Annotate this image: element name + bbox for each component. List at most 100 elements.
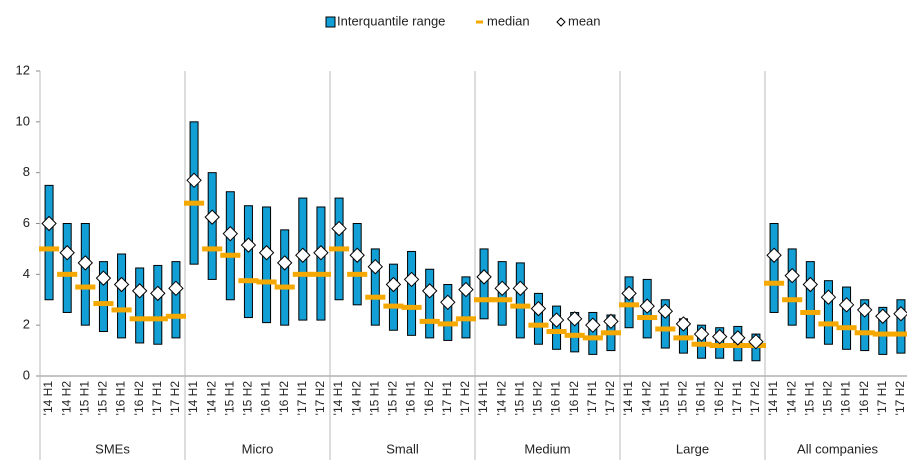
x-tick-label: '17 H1	[295, 381, 309, 416]
mean-mark	[711, 328, 728, 345]
mean-mark	[240, 237, 257, 253]
mean-mark	[440, 294, 456, 310]
range-bar	[171, 261, 181, 339]
x-tick-label: '14 H1	[476, 381, 490, 416]
median-mark	[800, 309, 821, 315]
x-tick-label: '15 H2	[821, 381, 835, 416]
x-tick-label: '14 H1	[766, 381, 780, 416]
mean-mark	[186, 172, 202, 188]
x-tick-label: '16 H1	[114, 381, 128, 416]
median-mark	[75, 284, 96, 290]
median-mark	[238, 278, 259, 284]
median-mark	[292, 271, 313, 277]
median-mark	[184, 200, 205, 206]
mean-mark	[784, 267, 800, 284]
mean-mark	[548, 312, 565, 328]
x-tick-label: '15 H1	[222, 381, 236, 416]
range-bar	[787, 248, 797, 326]
median-mark	[437, 321, 458, 327]
median-mark	[220, 252, 241, 258]
group-label: Micro	[242, 441, 274, 456]
y-tick-label: 10	[16, 113, 30, 128]
range-bar	[425, 268, 435, 339]
median-mark	[274, 284, 295, 290]
median-mark	[619, 302, 640, 308]
legend-label: mean	[568, 13, 601, 28]
mean-mark	[657, 303, 674, 319]
range-bar	[153, 264, 163, 345]
x-tick-label: '14 H2	[349, 381, 363, 416]
range-bar	[461, 276, 471, 339]
median-mark	[383, 303, 404, 309]
legend-swatch	[556, 17, 566, 27]
median-mark	[57, 271, 78, 277]
median-mark	[691, 341, 712, 347]
median-mark	[637, 315, 658, 321]
mean-mark	[621, 285, 637, 302]
median-mark	[39, 246, 60, 252]
mean-mark	[95, 270, 112, 286]
range-bar	[352, 223, 362, 306]
x-tick-label: '16 H1	[404, 381, 418, 416]
median-mark	[872, 331, 893, 337]
x-tick-label: '16 H2	[422, 381, 436, 416]
mean-mark	[204, 209, 220, 225]
median-mark	[329, 246, 350, 252]
mean-mark	[512, 280, 529, 297]
x-tick-label: '15 H2	[241, 381, 255, 416]
median-mark	[111, 307, 132, 313]
median-mark	[673, 335, 694, 341]
mean-mark	[838, 297, 855, 313]
mean-mark	[150, 285, 166, 302]
x-tick-label: '14 H2	[784, 381, 798, 416]
range-bar	[62, 223, 72, 313]
median-mark	[147, 316, 168, 322]
range-bar	[98, 261, 108, 333]
median-mark	[419, 318, 440, 324]
x-tick-label: '15 H2	[386, 381, 400, 416]
x-tick-label: '17 H1	[150, 381, 164, 416]
median-mark	[347, 271, 368, 277]
y-tick-label: 2	[23, 317, 30, 332]
median-mark	[546, 329, 567, 335]
mean-mark	[893, 306, 907, 322]
median-mark	[564, 332, 585, 338]
range-bar	[225, 191, 235, 301]
median-mark	[310, 271, 331, 277]
mean-mark	[639, 298, 655, 314]
mean-mark	[875, 308, 891, 324]
mean-mark	[41, 215, 57, 232]
x-tick-label: '16 H2	[712, 381, 726, 416]
median-mark	[492, 297, 513, 303]
range-bar	[262, 206, 272, 324]
range-bar	[388, 263, 398, 331]
mean-mark	[585, 317, 601, 333]
median-mark	[528, 322, 549, 328]
x-tick-label: '16 H1	[259, 381, 273, 416]
x-tick-label: '14 H2	[494, 381, 508, 416]
mean-mark	[748, 333, 764, 350]
range-bar	[533, 292, 543, 345]
group-label: All companies	[797, 441, 878, 456]
x-tick-label: '17 H2	[748, 381, 762, 416]
x-tick-label: '14 H2	[204, 381, 218, 416]
mean-mark	[349, 247, 365, 263]
x-tick-label: '15 H1	[802, 381, 816, 416]
x-tick-label: '16 H2	[857, 381, 871, 416]
median-mark	[256, 279, 277, 285]
mean-mark	[131, 283, 148, 299]
x-tick-label: '17 H1	[440, 381, 454, 416]
mean-mark	[856, 302, 873, 318]
range-bar	[280, 229, 290, 326]
y-tick-label: 0	[23, 367, 30, 382]
mean-mark	[494, 280, 510, 297]
median-mark	[854, 330, 875, 336]
legend-label: median	[487, 13, 530, 28]
mean-mark	[222, 225, 239, 242]
median-mark	[764, 280, 785, 286]
legend-label: Interquantile range	[337, 13, 445, 28]
mean-mark	[59, 245, 75, 261]
median-mark	[129, 316, 150, 322]
mean-mark	[766, 247, 782, 263]
mean-mark	[276, 255, 293, 271]
